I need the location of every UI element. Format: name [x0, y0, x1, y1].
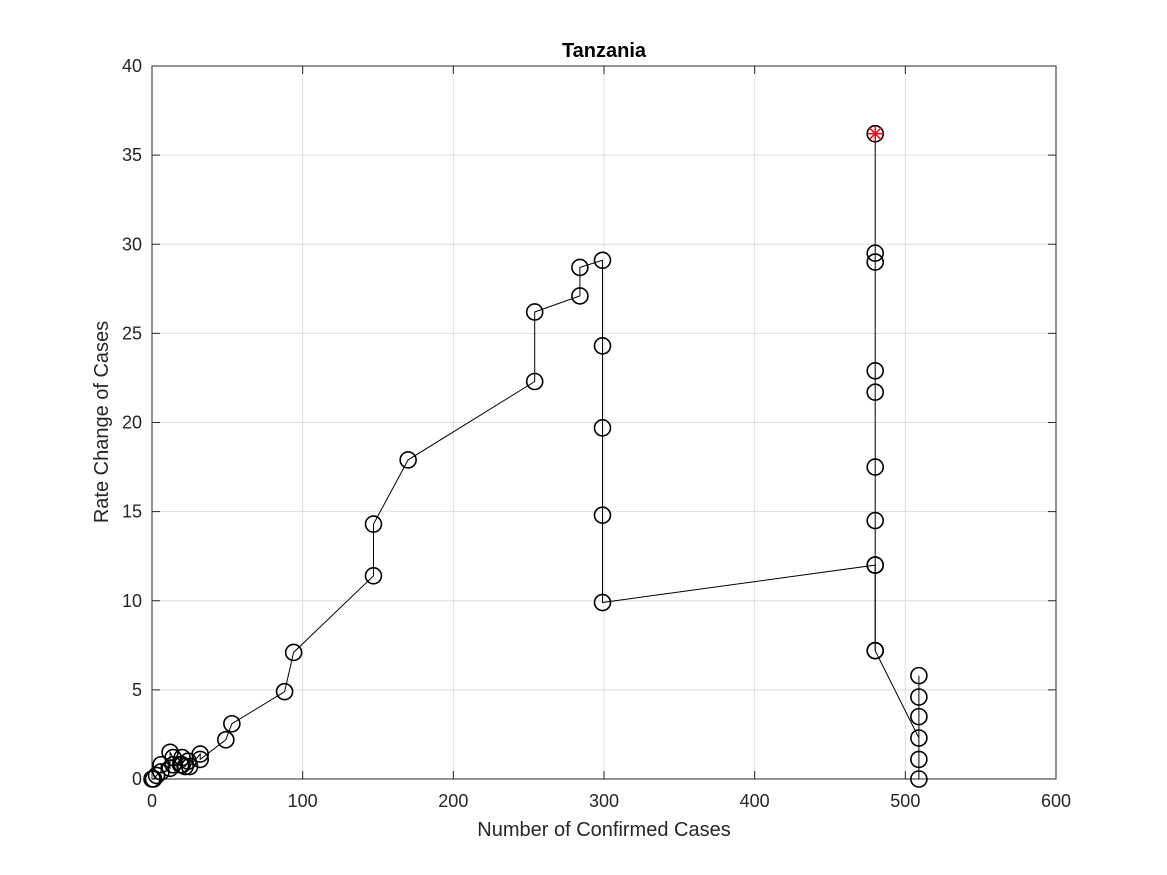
data-point — [593, 593, 612, 612]
x-tick-label: 200 — [438, 791, 468, 811]
data-point — [866, 244, 885, 262]
data-point — [525, 303, 544, 321]
data-point — [191, 750, 210, 769]
x-axis-label: Number of Confirmed Cases — [477, 819, 730, 841]
data-point — [571, 258, 589, 277]
data-point — [525, 372, 544, 391]
data-point — [191, 745, 210, 763]
data-point — [910, 666, 928, 685]
data-point — [910, 750, 928, 769]
x-tick-label: 300 — [589, 791, 619, 811]
axis-ticks: 0 100 200 300 400 500 600 0 5 10 15 20 25 30 35 40 — [122, 56, 1071, 811]
data-point — [866, 556, 885, 574]
data-point — [866, 383, 885, 401]
y-axis-label: Rate Change of Cases — [91, 321, 113, 523]
data-point — [866, 362, 885, 380]
data-point — [866, 458, 885, 476]
y-tick-label: 35 — [122, 145, 142, 165]
data-point — [364, 515, 383, 533]
data-point — [223, 714, 241, 733]
data-point — [910, 688, 928, 706]
data-point — [866, 511, 885, 530]
data-point — [593, 419, 612, 437]
data-point — [910, 770, 928, 788]
data-point — [593, 337, 612, 355]
chart-title: Tanzania — [562, 40, 647, 62]
data-point — [147, 766, 166, 785]
y-tick-label: 30 — [122, 234, 142, 254]
data-point — [866, 253, 885, 271]
data-point — [910, 729, 928, 747]
y-tick-label: 40 — [122, 56, 142, 76]
x-tick-label: 100 — [288, 791, 318, 811]
x-tick-label: 500 — [890, 791, 920, 811]
x-tick-label: 400 — [740, 791, 770, 811]
data-point — [364, 566, 383, 585]
y-tick-label: 5 — [132, 680, 142, 700]
data-point — [275, 682, 294, 701]
highlight-star-stroke — [868, 127, 882, 141]
data-point — [217, 730, 235, 749]
grid — [152, 66, 1056, 779]
x-tick-label: 0 — [147, 791, 157, 811]
data-point — [593, 251, 612, 270]
y-tick-label: 25 — [122, 323, 142, 343]
data-point — [593, 506, 612, 524]
data-point — [866, 641, 885, 660]
y-tick-label: 0 — [132, 769, 142, 789]
data-series — [143, 124, 928, 788]
y-tick-label: 10 — [122, 591, 142, 611]
highlight-marker — [867, 125, 884, 142]
y-tick-label: 20 — [122, 413, 142, 433]
y-tick-label: 15 — [122, 502, 142, 522]
data-point — [571, 287, 589, 305]
data-point — [910, 707, 928, 726]
x-tick-label: 600 — [1041, 791, 1071, 811]
data-point — [399, 451, 417, 469]
data-point — [284, 643, 303, 662]
